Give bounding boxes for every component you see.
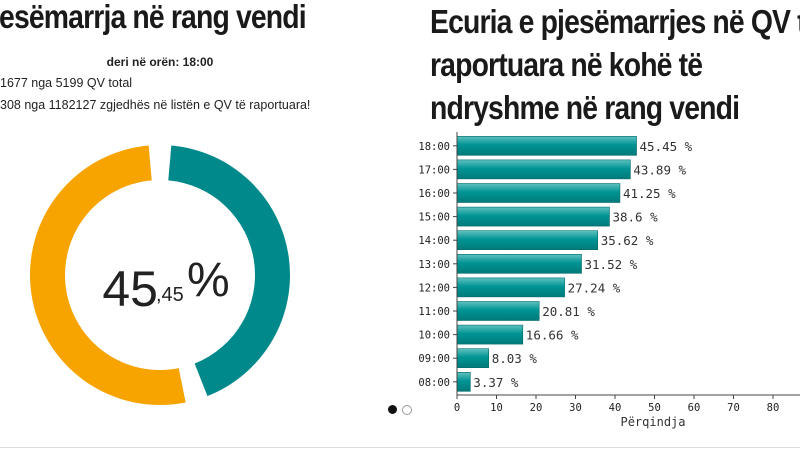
donut-percent-sign: % xyxy=(187,254,230,307)
bar-value-label: 43.89 % xyxy=(633,162,686,177)
voters-stat: 308 nga 1182127 zgjedhës në listën e QV … xyxy=(0,98,311,112)
turnout-title: jesëmarrja në rang vendi xyxy=(0,0,307,35)
x-tick-label: 0 xyxy=(454,402,460,414)
bar xyxy=(456,136,637,156)
bar xyxy=(456,324,524,345)
y-tick-label: 15:00 xyxy=(418,212,450,224)
x-tick-label: 20 xyxy=(530,402,543,414)
y-tick-label: 12:00 xyxy=(418,282,450,294)
as-of-time: deri në orën: 18:00 xyxy=(106,55,214,69)
x-tick-label: 60 xyxy=(688,402,701,414)
hourly-turnout-bar-chart: 18:00 45.45 % 17:00 43.89 % 16:00 41.25 % 15:0… xyxy=(418,132,800,429)
bar-value-label: 27.24 % xyxy=(568,280,621,295)
y-tick-label: 17:00 xyxy=(418,164,450,176)
x-tick-label: 30 xyxy=(569,402,582,414)
bar xyxy=(456,277,565,298)
y-tick-label: 10:00 xyxy=(418,330,450,342)
bar-value-label: 3.37 % xyxy=(473,375,519,390)
bar-value-label: 41.25 % xyxy=(623,186,676,201)
polling-stations-stat: 1677 nga 5199 QV total xyxy=(0,76,133,90)
bar xyxy=(456,254,582,274)
y-tick-label: 09:00 xyxy=(418,353,450,365)
bar-value-label: 35.62 % xyxy=(601,233,654,248)
progress-chart-title: Ecuria e pjesëmarrjes në QV të raportuar… xyxy=(430,3,800,126)
bar xyxy=(456,206,610,227)
donut-value-major: 45 xyxy=(102,261,158,317)
donut-segment-remaining xyxy=(29,145,186,405)
pager-dot-1[interactable] xyxy=(388,405,397,414)
bar-value-label: 8.03 % xyxy=(492,351,538,366)
y-tick-label: 13:00 xyxy=(418,259,450,271)
pager-dot-2[interactable] xyxy=(402,405,412,415)
bar xyxy=(456,372,471,392)
bar xyxy=(456,230,598,250)
bar-value-label: 31.52 % xyxy=(585,257,638,272)
x-tick-label: 80 xyxy=(767,402,780,414)
bar xyxy=(456,348,490,368)
y-tick-label: 16:00 xyxy=(418,188,450,200)
bar-value-label: 20.81 % xyxy=(542,304,595,319)
bar xyxy=(456,301,540,321)
bar-value-label: 38.6 % xyxy=(612,210,658,225)
x-tick-label: 50 xyxy=(648,402,661,414)
divider xyxy=(0,447,800,448)
x-axis-title: Përqindja xyxy=(620,415,685,429)
donut-value-minor: ,45 xyxy=(156,284,184,306)
x-tick-label: 40 xyxy=(609,402,622,414)
x-tick-label: 70 xyxy=(727,402,740,414)
y-tick-label: 11:00 xyxy=(418,306,450,318)
bar xyxy=(456,183,621,203)
turnout-donut-chart: 45 ,45 % xyxy=(29,145,290,405)
bar-value-label: 16.66 % xyxy=(526,328,579,343)
bar-value-label: 45.45 % xyxy=(640,139,693,154)
y-tick-label: 14:00 xyxy=(418,235,450,247)
y-tick-label: 18:00 xyxy=(418,141,450,153)
donut-segment-turnout xyxy=(168,145,290,397)
x-tick-label: 10 xyxy=(490,402,503,414)
y-tick-label: 08:00 xyxy=(418,377,450,389)
bar xyxy=(456,159,631,180)
